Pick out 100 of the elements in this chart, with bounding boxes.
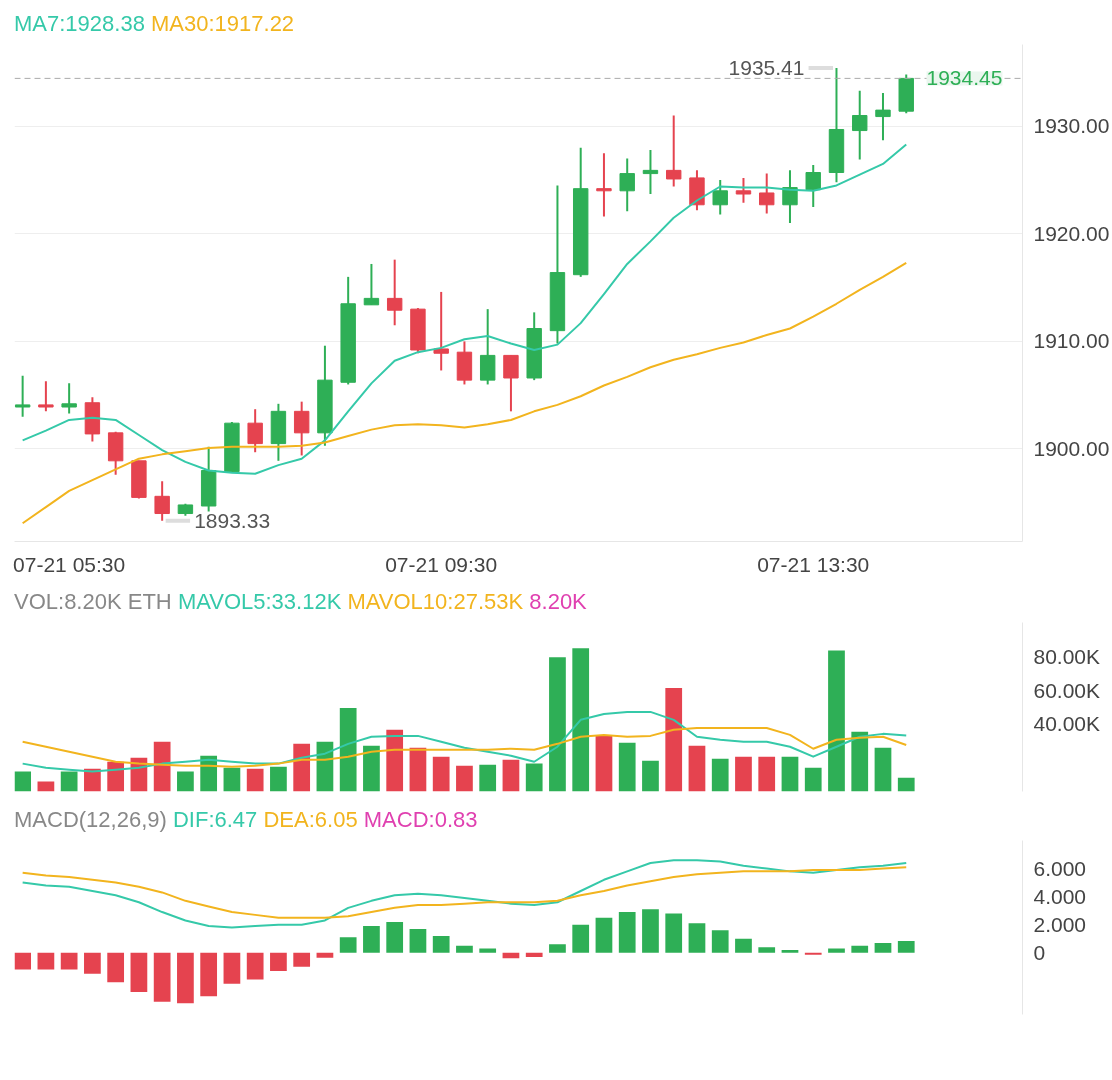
- bar: [409, 928, 427, 953]
- bar: [897, 941, 915, 953]
- bar: [177, 952, 194, 1004]
- y-tick-label: 40.00K: [1033, 712, 1101, 736]
- candlestick: [852, 89, 868, 161]
- candlestick: [759, 172, 775, 215]
- text: MAVOL5:33.12K: [177, 589, 342, 614]
- chart-title: VOL:8.20K ETH: [14, 589, 172, 614]
- x-tick-label: 07-21 05:30: [13, 552, 126, 576]
- line-series: [21, 859, 908, 929]
- y-tick-label: 1930.00: [1033, 114, 1110, 138]
- bar: [223, 767, 241, 792]
- bar: [595, 735, 613, 792]
- bar: [130, 952, 148, 993]
- bar: [642, 760, 659, 792]
- text: DEA:6.05: [263, 807, 358, 832]
- candlestick: [247, 408, 263, 454]
- candlestick: [433, 290, 449, 372]
- candlestick: [596, 152, 612, 218]
- bar: [456, 765, 473, 792]
- text: MA7:1928.38: [14, 11, 145, 36]
- text: MACD:0.83: [363, 807, 478, 832]
- bar: [897, 777, 915, 792]
- y-tick-label: 80.00K: [1033, 644, 1101, 668]
- bar: [781, 756, 799, 792]
- bar: [642, 909, 659, 953]
- bar: [246, 952, 264, 980]
- bar: [758, 756, 776, 792]
- bar: [618, 912, 636, 953]
- bar: [60, 952, 78, 970]
- bar: [688, 745, 706, 792]
- bar: [363, 745, 380, 792]
- y-tick-label: 6.000: [1033, 856, 1087, 880]
- x-tick-label: 07-21 09:30: [385, 552, 498, 576]
- bar: [14, 952, 32, 970]
- bar: [363, 926, 380, 953]
- candlestick: [363, 262, 380, 306]
- bar: [828, 650, 845, 792]
- candlestick: [805, 163, 821, 208]
- bar: [595, 917, 613, 953]
- bar: [874, 747, 892, 792]
- bar: [711, 758, 729, 792]
- bar: [270, 766, 287, 792]
- bar: [502, 759, 520, 792]
- bar: [270, 952, 287, 971]
- y-tick-label: 2.000: [1033, 912, 1087, 936]
- y-tick-label: 1920.00: [1033, 221, 1110, 245]
- candlestick: [735, 176, 752, 204]
- candlestick: [14, 374, 31, 418]
- bar: [665, 913, 683, 953]
- bar: [316, 952, 334, 958]
- bar: [293, 743, 311, 792]
- bar: [479, 948, 497, 953]
- text: DIF:6.47: [172, 807, 258, 832]
- bar: [781, 949, 799, 953]
- bar: [84, 952, 101, 974]
- text: 8.20K: [529, 589, 587, 614]
- bar: [804, 952, 822, 955]
- bar: [37, 952, 55, 970]
- candlestick: [38, 380, 54, 413]
- ref-line-label: 1934.45: [926, 66, 1003, 90]
- line-series: [21, 710, 908, 773]
- bar: [851, 945, 869, 953]
- bar: [525, 952, 543, 957]
- bar: [386, 921, 404, 953]
- y-tick-label: 4.000: [1033, 884, 1087, 908]
- bar: [688, 923, 706, 953]
- y-tick-label: 1900.00: [1033, 436, 1110, 460]
- bar: [14, 771, 32, 792]
- bar: [107, 952, 125, 983]
- bar: [223, 952, 241, 984]
- bar: [200, 952, 218, 997]
- bar: [572, 648, 590, 792]
- bar: [618, 742, 636, 792]
- bar: [293, 952, 311, 967]
- bar: [153, 741, 171, 792]
- bar: [525, 763, 543, 792]
- candlestick: [619, 157, 635, 213]
- candlestick: [293, 400, 310, 457]
- y-tick-label: 60.00K: [1033, 678, 1101, 702]
- bar: [758, 947, 776, 953]
- bar: [665, 688, 683, 792]
- line-series: [21, 726, 908, 768]
- candlestick: [712, 179, 728, 216]
- y-tick-label: 1910.00: [1033, 329, 1110, 353]
- bar: [432, 935, 450, 953]
- bar: [386, 729, 404, 792]
- candlestick: [666, 114, 682, 188]
- candlestick: [642, 148, 659, 196]
- bar: [456, 945, 473, 953]
- bar: [711, 930, 729, 953]
- bar: [549, 944, 566, 953]
- x-tick-label: 07-21 13:30: [757, 552, 870, 576]
- annotation: 1893.33: [194, 508, 271, 532]
- bar: [339, 708, 357, 792]
- candlestick: [875, 91, 891, 142]
- text: MAVOL10:27.53K: [347, 589, 524, 614]
- candlestick: [154, 480, 170, 522]
- bar: [339, 937, 357, 953]
- bar: [851, 731, 869, 792]
